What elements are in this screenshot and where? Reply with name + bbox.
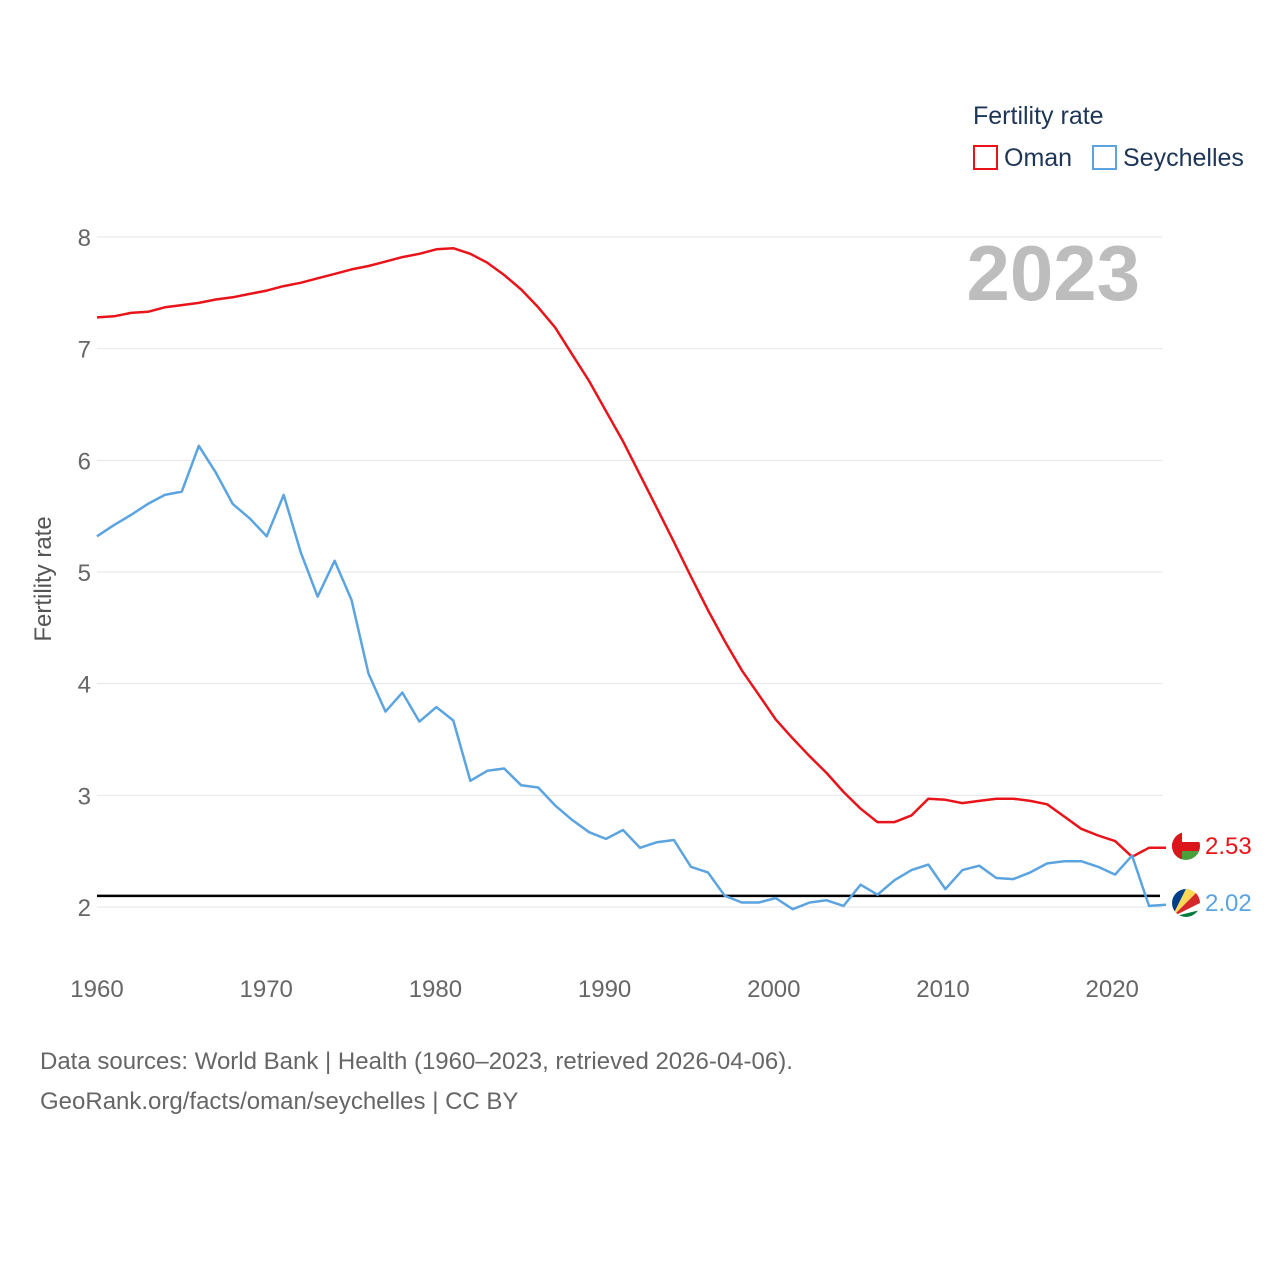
x-axis-ticks: 1960 1970 1980 1990 2000 2010 2020: [70, 976, 1139, 1003]
y-axis-ticks: 2 3 4 5 6 7 8: [78, 225, 91, 922]
oman-flag-icon: [1172, 832, 1200, 860]
end-label-seychelles: 2.02: [1205, 890, 1252, 917]
x-tick-label: 2020: [1086, 976, 1139, 1003]
x-tick-label: 1980: [409, 976, 462, 1003]
y-tick-label: 2: [78, 895, 91, 922]
legend-label-seychelles: Seychelles: [1123, 144, 1244, 172]
legend-item-oman[interactable]: Oman: [973, 144, 1072, 172]
x-tick-label: 1970: [240, 976, 293, 1003]
footer: Data sources: World Bank | Health (1960–…: [40, 1042, 793, 1122]
legend-swatch-seychelles: [1092, 145, 1117, 170]
y-tick-label: 6: [78, 448, 91, 475]
series-line-oman[interactable]: [96, 246, 1166, 859]
x-tick-label: 1990: [578, 976, 631, 1003]
y-tick-label: 8: [78, 225, 91, 252]
data-source-note: Data sources: World Bank | Health (1960–…: [40, 1048, 793, 1075]
series-line-seychelles[interactable]: [96, 444, 1167, 911]
seychelles-flag-icon: [1172, 889, 1200, 917]
legend-title: Fertility rate: [973, 102, 1104, 130]
x-tick-label: 2010: [916, 976, 969, 1003]
y-tick-label: 5: [78, 560, 91, 587]
end-label-oman: 2.53: [1205, 833, 1252, 860]
y-tick-label: 3: [78, 783, 91, 810]
y-tick-label: 4: [78, 672, 91, 699]
attribution-link[interactable]: GeoRank.org/facts/oman/seychelles | CC B…: [40, 1088, 519, 1115]
x-tick-label: 1960: [70, 976, 123, 1003]
year-label: 2023: [966, 229, 1140, 317]
y-tick-label: 7: [78, 337, 91, 364]
legend-swatch-oman: [973, 145, 998, 170]
legend-item-seychelles[interactable]: Seychelles: [1092, 144, 1244, 172]
legend-label-oman: Oman: [1004, 144, 1072, 172]
x-tick-label: 2000: [747, 976, 800, 1003]
y-axis-title: Fertility rate: [30, 516, 57, 641]
legend: Fertility rate Oman Seychelles: [973, 102, 1244, 172]
grid-lines: [97, 236, 1162, 908]
